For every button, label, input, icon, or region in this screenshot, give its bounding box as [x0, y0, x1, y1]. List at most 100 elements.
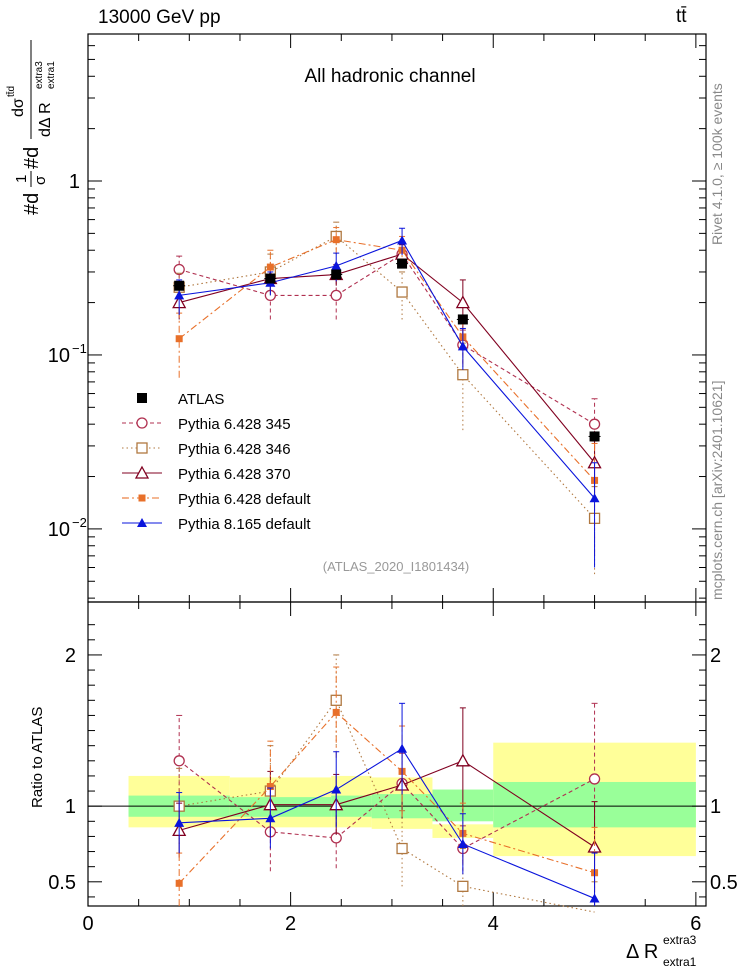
legend-item: Pythia 6.428 370	[122, 465, 291, 483]
series-point	[588, 418, 601, 430]
ratio-point	[455, 753, 470, 767]
series-line	[179, 253, 595, 464]
ratio-line	[179, 760, 595, 848]
svg-text:tt̄d: tt̄d	[5, 86, 17, 97]
ratio-y-tick-label: 1	[65, 796, 76, 818]
legend-label: Pythia 6.428 345	[178, 416, 291, 433]
y-tick-exponent: −1	[72, 341, 87, 356]
svg-text:dΔ R: dΔ R	[37, 102, 54, 137]
mcplots-label: mcplots.cern.ch [arXiv:2401.10621]	[709, 381, 725, 600]
ratio-point	[457, 880, 469, 892]
ratio-point	[397, 743, 408, 753]
ratio-point	[331, 784, 342, 794]
ratio-point	[589, 893, 600, 903]
legend-marker	[137, 393, 147, 403]
rivet-label: Rivet 4.1.0, ≥ 100k events	[709, 83, 725, 245]
process-label: tt̄	[676, 6, 687, 27]
svg-text:σ: σ	[32, 175, 49, 185]
legend-marker	[136, 442, 148, 454]
series-point	[397, 235, 408, 245]
data-point	[589, 431, 600, 442]
ratio-point	[588, 773, 601, 785]
legend-label: ATLAS	[178, 391, 224, 408]
x-tick-label: 2	[285, 913, 296, 935]
ratio-point	[265, 813, 276, 823]
legend-label: Pythia 6.428 370	[178, 466, 291, 483]
legend: ATLAS Pythia 6.428 345 Pythia 6.428 346 Pyt…	[122, 391, 311, 533]
series-0	[173, 242, 601, 872]
ratio-line	[179, 747, 595, 899]
data-point	[265, 273, 276, 284]
ratio-line	[179, 699, 595, 913]
energy-label: 13000 GeV pp	[98, 7, 221, 28]
ratio-point	[174, 817, 185, 827]
svg-text:#d: #d	[21, 193, 43, 215]
svg-text:extra3: extra3	[663, 933, 697, 947]
legend-item: ATLAS	[137, 391, 224, 408]
series-line	[179, 239, 595, 499]
chart-title: All hadronic channel	[304, 66, 475, 87]
legend-item: Pythia 6.428 346	[122, 441, 291, 458]
svg-text:#d: #d	[21, 147, 43, 169]
series-point	[332, 236, 340, 244]
series-point	[457, 369, 469, 381]
svg-text:extra3: extra3	[34, 61, 45, 89]
ratio-y-tick-label-right: 1	[710, 796, 721, 818]
series-point	[175, 335, 183, 343]
ratio-y-tick-label: 0.5	[48, 872, 76, 894]
ratio-y-label: Ratio to ATLAS	[29, 707, 46, 808]
ratio-point	[332, 708, 340, 716]
series-4	[174, 227, 600, 906]
series-point	[266, 263, 274, 271]
y-tick-label: 10	[48, 345, 70, 367]
svg-text:extra1: extra1	[663, 955, 697, 969]
ratio-point	[587, 839, 602, 853]
series-point	[173, 263, 185, 276]
ratio-y-tick-label-right: 0.5	[710, 872, 738, 894]
data-series	[173, 258, 601, 442]
svg-text:dσ: dσ	[10, 98, 27, 117]
legend-marker	[137, 518, 147, 527]
data-point	[397, 258, 408, 269]
ratio-y-tick-label: 2	[65, 645, 76, 667]
y-axis-label: #d 1 σ #d dσ tt̄d dΔ R extra1 extra3	[5, 40, 57, 215]
series-point	[331, 260, 342, 270]
legend-item: Pythia 6.428 default	[122, 491, 311, 508]
data-point	[457, 314, 468, 325]
series-line	[178, 239, 595, 481]
legend-item: Pythia 6.428 345	[122, 416, 291, 433]
series-point	[455, 295, 470, 309]
data-point	[331, 269, 342, 280]
series-point	[396, 286, 408, 298]
series-line	[179, 235, 595, 519]
x-tick-label: 0	[82, 913, 93, 935]
legend-marker	[136, 417, 148, 429]
legend-label: Pythia 8.165 default	[178, 516, 311, 533]
x-tick-label: 6	[690, 913, 701, 935]
y-tick-label: 1	[69, 171, 80, 193]
legend-marker	[138, 494, 146, 502]
x-axis-label: Δ R extra3 extra1	[626, 933, 697, 969]
x-tick-label: 4	[488, 913, 499, 935]
svg-text:extra1: extra1	[46, 61, 57, 89]
series-point	[457, 341, 468, 351]
ratio-point	[173, 755, 185, 767]
ratio-line	[178, 760, 595, 850]
data-point	[174, 280, 185, 291]
series-line	[179, 253, 595, 425]
legend-label: Pythia 6.428 default	[178, 491, 311, 508]
series-point	[589, 493, 600, 503]
ratio-line	[178, 711, 595, 884]
ratio-panel-frame	[87, 601, 707, 907]
legend-item: Pythia 8.165 default	[122, 516, 311, 533]
ratio-point	[457, 838, 468, 848]
analysis-id: (ATLAS_2020_I1801434)	[323, 559, 469, 574]
series-point	[330, 289, 342, 302]
ratio-point	[396, 842, 408, 855]
y-tick-label: 10	[48, 519, 70, 541]
legend-marker	[134, 465, 150, 479]
ratio-y-tick-label-right: 2	[710, 645, 721, 667]
legend-label: Pythia 6.428 346	[178, 441, 291, 458]
ratio-point	[175, 879, 183, 887]
